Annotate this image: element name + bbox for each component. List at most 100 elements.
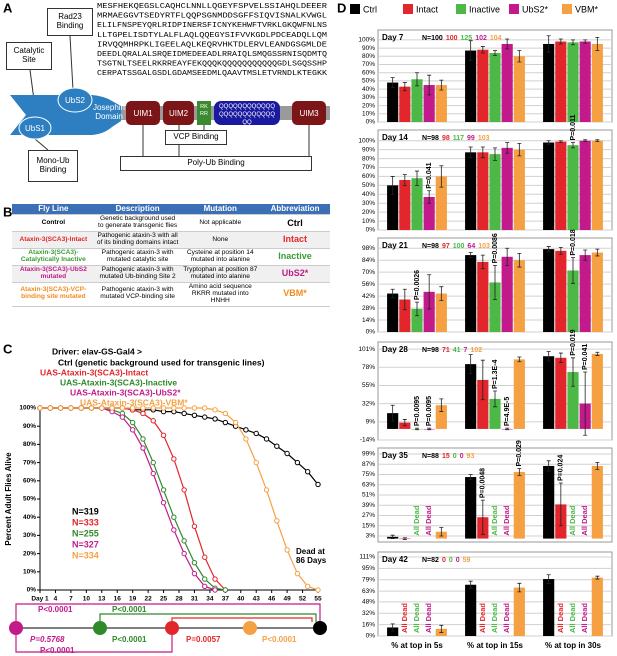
error-bar (402, 288, 407, 311)
header-cell: Description (94, 204, 181, 216)
error-bar (546, 574, 551, 584)
x-tick-label: 49 (283, 596, 291, 603)
value-label: All Dead (478, 603, 487, 633)
survival-point (150, 418, 156, 424)
n-label: 102 (475, 35, 487, 42)
p-value: P<0.0001 (112, 635, 147, 644)
legend-entry: Inactive (469, 4, 500, 14)
n-label: N=82 (422, 557, 439, 564)
survival-point (284, 450, 290, 457)
y-tick-label: 32% (362, 610, 375, 617)
error-bar (558, 482, 563, 527)
bar (501, 147, 513, 230)
domain-label: UIM1 (133, 109, 153, 118)
error-bar (439, 527, 444, 537)
survival-point (160, 499, 167, 506)
bar (489, 154, 501, 230)
y-tick-label: 90% (362, 146, 375, 153)
n-label: 117 (453, 135, 464, 142)
error-bar (517, 50, 522, 63)
table-row: Ataxin-3(SCA3)-Intact Pathogenic ataxin-3… (12, 231, 330, 250)
error-bar (571, 39, 575, 46)
legend-entry: VBM* (575, 4, 599, 14)
legend-swatch (456, 4, 466, 14)
error-bar (595, 139, 600, 143)
error-bar (427, 274, 432, 310)
error-bar (595, 575, 600, 580)
value-label: All Dead (412, 505, 421, 535)
p-value: P<0.0001 (40, 646, 75, 655)
y-tick-label: 0% (366, 227, 376, 234)
x-tick-label: 37 (222, 596, 230, 603)
y-tick-label: 80% (362, 53, 375, 60)
error-bar (468, 252, 473, 259)
bar (513, 471, 525, 539)
chart-title: Day 7 (382, 33, 404, 42)
y-tick-label: 0% (366, 119, 376, 126)
n-label: N=98 (422, 243, 439, 250)
n-label: 71 (442, 347, 450, 354)
group-dot (243, 621, 257, 635)
survival-line (40, 407, 319, 591)
p-value: P=0.0057 (186, 635, 221, 644)
callout: Rad23 Binding (47, 8, 93, 36)
error-bar (595, 248, 600, 257)
survival-point (305, 469, 311, 475)
error-bar (480, 359, 485, 401)
n-label: 15 (442, 453, 450, 460)
x-tick-label: % at top in 30s (545, 641, 602, 650)
legend-entry: UAS-Ataxin-3(SCA3)-VBM* (80, 397, 188, 407)
error-bar (439, 286, 444, 301)
error-bar (415, 301, 419, 317)
survival-point (212, 416, 218, 422)
legend-entry: UAS-Ataxin-3(SCA3)-Inactive (60, 377, 177, 387)
y-tick-label: 28% (362, 305, 375, 312)
legend-entry: Ctrl (genetic background used for transg… (58, 357, 265, 367)
bar (567, 145, 579, 230)
sequence-line: IRVQQMHRPKLIGEELAQLKEQRVHKTDLERVLEANDGSG… (97, 41, 328, 49)
y-tick-label: 98% (362, 245, 375, 252)
table-cell: Control (12, 214, 95, 233)
table-row: Ataxin-3(SCA3)-VCP-binding site mutated P… (12, 282, 330, 307)
n-label: 0 (453, 453, 457, 460)
legend-swatch (403, 4, 413, 14)
error-bar (505, 142, 510, 154)
bar (399, 86, 411, 122)
y-tick-label: 99% (362, 451, 375, 458)
bar (513, 149, 525, 230)
domain-label: UIM2 (169, 109, 189, 118)
survival-point (171, 527, 177, 533)
table-cell: Pathogenic ataxin-3 with mutated catalyt… (94, 248, 181, 266)
survival-point (160, 405, 167, 411)
legend-entry: UAS-Ataxin-3(SCA3)-Intact (40, 367, 148, 377)
error-bar (583, 249, 588, 261)
y-tick-label: 50% (23, 496, 36, 503)
value-label: All Dead (490, 505, 499, 535)
survival-point (191, 570, 198, 577)
table-cell: Ataxin-3(SCA3)-Catalytically Inactive (12, 248, 95, 266)
callout: Poly-Ub Binding (120, 156, 312, 171)
error-bar (402, 82, 407, 92)
bar (423, 85, 435, 122)
bar (567, 42, 579, 123)
y-tick-label: 40% (23, 514, 36, 521)
error-bar (415, 427, 419, 431)
callout: VCP Binding (165, 130, 227, 145)
bar (435, 293, 447, 332)
y-tick-label: 40% (362, 191, 375, 198)
chart-title: Day 14 (382, 133, 408, 142)
survival-point (284, 547, 290, 553)
x-tick-label: 25 (160, 596, 168, 603)
bar (477, 261, 489, 332)
sequence-line: TSGTNLTSEELRKRREAYFEKQQQKQQQQQQQQQQQGDLS… (97, 61, 328, 69)
domain-label: QQQQQQQQQQQQQQQQQQQQQQQQQQ (218, 104, 275, 126)
x-tick-label: 10 (83, 596, 91, 603)
comparison-brackets (15, 603, 321, 653)
table-wrap: Fly Line Description Mutation Abbreviation C… (12, 204, 330, 307)
survival-point (294, 459, 301, 466)
n-label: N=98 (422, 347, 439, 354)
error-bar (468, 354, 473, 375)
p-annotation: P=0.0095 (414, 396, 421, 426)
survival-point (78, 405, 84, 411)
